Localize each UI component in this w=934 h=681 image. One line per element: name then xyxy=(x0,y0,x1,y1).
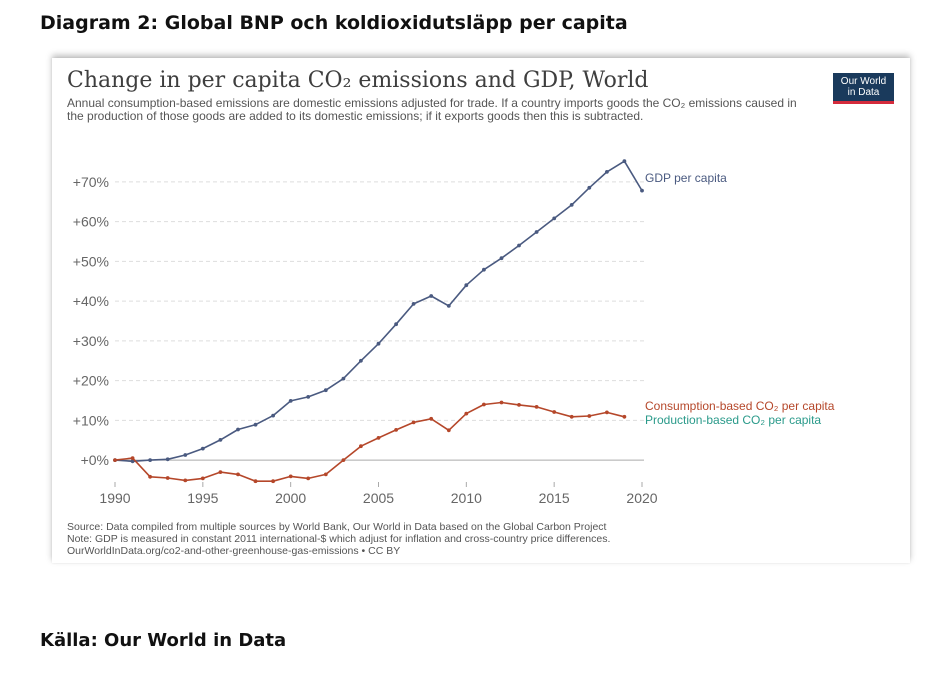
chart-footer: Source: Data compiled from multiple sour… xyxy=(67,521,610,557)
series-label-gdp-per-capita: GDP per capita xyxy=(645,171,727,185)
data-point-consumption-based-co-per-capita xyxy=(569,414,574,419)
y-tick-label: +50% xyxy=(73,253,109,269)
url-note[interactable]: OurWorldInData.org/co2-and-other-greenho… xyxy=(67,545,401,557)
y-tick-label: +20% xyxy=(73,373,109,389)
owid-logo[interactable]: Our World in Data xyxy=(833,73,894,104)
data-point-consumption-based-co-per-capita xyxy=(183,478,188,483)
line-chart: +0% +10% +20% +30% +40% +50% +60% +70% 1990 1995… xyxy=(73,159,835,506)
data-point-gdp-per-capita xyxy=(446,304,451,308)
x-tick-label: 2000 xyxy=(275,490,306,506)
x-tick-label: 1990 xyxy=(99,490,130,506)
data-point-gdp-per-capita xyxy=(183,453,188,457)
y-axis-ticks: +0% +10% +20% +30% +40% +50% +60% +70% xyxy=(73,174,109,468)
chart-figure: Change in per capita CO₂ emissions and G… xyxy=(52,58,910,563)
source-note: Source: Data compiled from multiple sour… xyxy=(67,521,607,533)
data-point-consumption-based-co-per-capita xyxy=(411,420,416,425)
data-point-consumption-based-co-per-capita xyxy=(394,428,398,432)
data-point-consumption-based-co-per-capita xyxy=(253,479,258,484)
x-tick-label: 2015 xyxy=(539,490,570,506)
data-point-gdp-per-capita xyxy=(271,413,275,418)
data-point-consumption-based-co-per-capita xyxy=(271,479,275,484)
data-point-consumption-based-co-per-capita xyxy=(429,416,434,421)
gdp-note: Note: GDP is measured in constant 2011 i… xyxy=(67,533,611,545)
data-point-gdp-per-capita xyxy=(359,358,363,363)
data-point-gdp-per-capita xyxy=(464,283,469,288)
data-point-consumption-based-co-per-capita xyxy=(288,474,293,479)
data-point-gdp-per-capita xyxy=(605,170,609,174)
data-point-gdp-per-capita xyxy=(534,230,539,234)
data-point-gdp-per-capita xyxy=(394,322,398,327)
data-point-consumption-based-co-per-capita xyxy=(376,436,381,440)
source-line: Källa: Our World in Data xyxy=(40,630,287,651)
data-point-gdp-per-capita xyxy=(517,243,521,248)
data-point-consumption-based-co-per-capita xyxy=(464,411,469,416)
y-tick-label: +30% xyxy=(73,333,109,349)
data-point-gdp-per-capita xyxy=(165,457,170,462)
data-point-consumption-based-co-per-capita xyxy=(482,402,486,407)
x-tick-label: 1995 xyxy=(187,490,218,506)
data-point-consumption-based-co-per-capita xyxy=(165,476,170,480)
y-tick-label: +10% xyxy=(73,412,109,428)
y-tick-label: +0% xyxy=(81,452,109,468)
data-point-consumption-based-co-per-capita xyxy=(359,444,363,449)
page-heading: Diagram 2: Global BNP och koldioxidutslä… xyxy=(40,12,628,34)
data-point-gdp-per-capita xyxy=(482,267,486,272)
data-point-gdp-per-capita xyxy=(306,395,311,399)
data-point-consumption-based-co-per-capita xyxy=(605,410,609,415)
data-point-consumption-based-co-per-capita xyxy=(130,456,135,460)
data-point-gdp-per-capita xyxy=(130,459,135,464)
data-point-gdp-per-capita xyxy=(411,302,416,306)
data-point-consumption-based-co-per-capita xyxy=(218,470,223,474)
data-point-gdp-per-capita xyxy=(341,376,346,381)
data-point-gdp-per-capita xyxy=(622,159,627,164)
data-point-consumption-based-co-per-capita xyxy=(499,400,504,405)
y-tick-label: +70% xyxy=(73,174,109,190)
data-point-consumption-based-co-per-capita xyxy=(552,410,557,414)
data-point-gdp-per-capita xyxy=(288,399,293,403)
data-point-gdp-per-capita xyxy=(587,185,592,190)
x-tick-label: 2010 xyxy=(451,490,482,506)
data-point-gdp-per-capita xyxy=(499,256,504,261)
series-line-gdp-per-capita xyxy=(114,160,643,463)
logo-line-1: Our World xyxy=(840,76,887,87)
series-line-consumption-based-co-per-capita xyxy=(114,401,625,483)
data-point-gdp-per-capita xyxy=(429,294,434,298)
data-point-gdp-per-capita xyxy=(218,438,223,442)
data-point-gdp-per-capita xyxy=(569,203,574,207)
data-point-gdp-per-capita xyxy=(323,388,328,393)
y-tick-label: +40% xyxy=(73,293,109,309)
data-point-gdp-per-capita xyxy=(376,341,381,346)
data-point-consumption-based-co-per-capita xyxy=(200,476,205,481)
data-point-gdp-per-capita xyxy=(236,427,240,432)
data-point-gdp-per-capita xyxy=(200,446,205,451)
data-point-gdp-per-capita xyxy=(552,216,557,221)
y-tick-label: +60% xyxy=(73,214,109,230)
data-point-consumption-based-co-per-capita xyxy=(236,472,240,477)
data-point-consumption-based-co-per-capita xyxy=(534,405,539,409)
series-label-production-based-co-per-capita: Production-based CO₂ per capita xyxy=(645,413,821,427)
data-point-consumption-based-co-per-capita xyxy=(323,472,328,477)
chart-subtitle: Annual consumption-based emissions are d… xyxy=(67,96,797,123)
x-tick-label: 2005 xyxy=(363,490,394,506)
data-point-consumption-based-co-per-capita xyxy=(148,474,152,479)
data-point-consumption-based-co-per-capita xyxy=(306,476,311,481)
data-point-consumption-based-co-per-capita xyxy=(622,414,627,419)
series-label-layer: GDP per capita Consumption-based CO₂ per … xyxy=(645,171,835,427)
grid-layer xyxy=(115,181,644,461)
data-point-consumption-based-co-per-capita xyxy=(341,458,346,462)
data-point-gdp-per-capita xyxy=(148,458,152,462)
x-axis-ticks: 1990 1995 2000 2005 2010 2015 2020 xyxy=(99,482,658,506)
data-point-consumption-based-co-per-capita xyxy=(446,428,451,433)
series-layer xyxy=(113,159,644,484)
series-label-consumption-based-co-per-capita: Consumption-based CO₂ per capita xyxy=(645,399,835,413)
chart-title: Change in per capita CO₂ emissions and G… xyxy=(67,68,649,93)
data-point-consumption-based-co-per-capita xyxy=(517,403,521,407)
data-point-consumption-based-co-per-capita xyxy=(587,414,592,418)
data-point-gdp-per-capita xyxy=(640,188,644,193)
logo-line-2: in Data xyxy=(847,87,880,98)
x-tick-label: 2020 xyxy=(626,490,657,506)
data-point-gdp-per-capita xyxy=(253,422,258,427)
data-point-consumption-based-co-per-capita xyxy=(113,458,117,462)
